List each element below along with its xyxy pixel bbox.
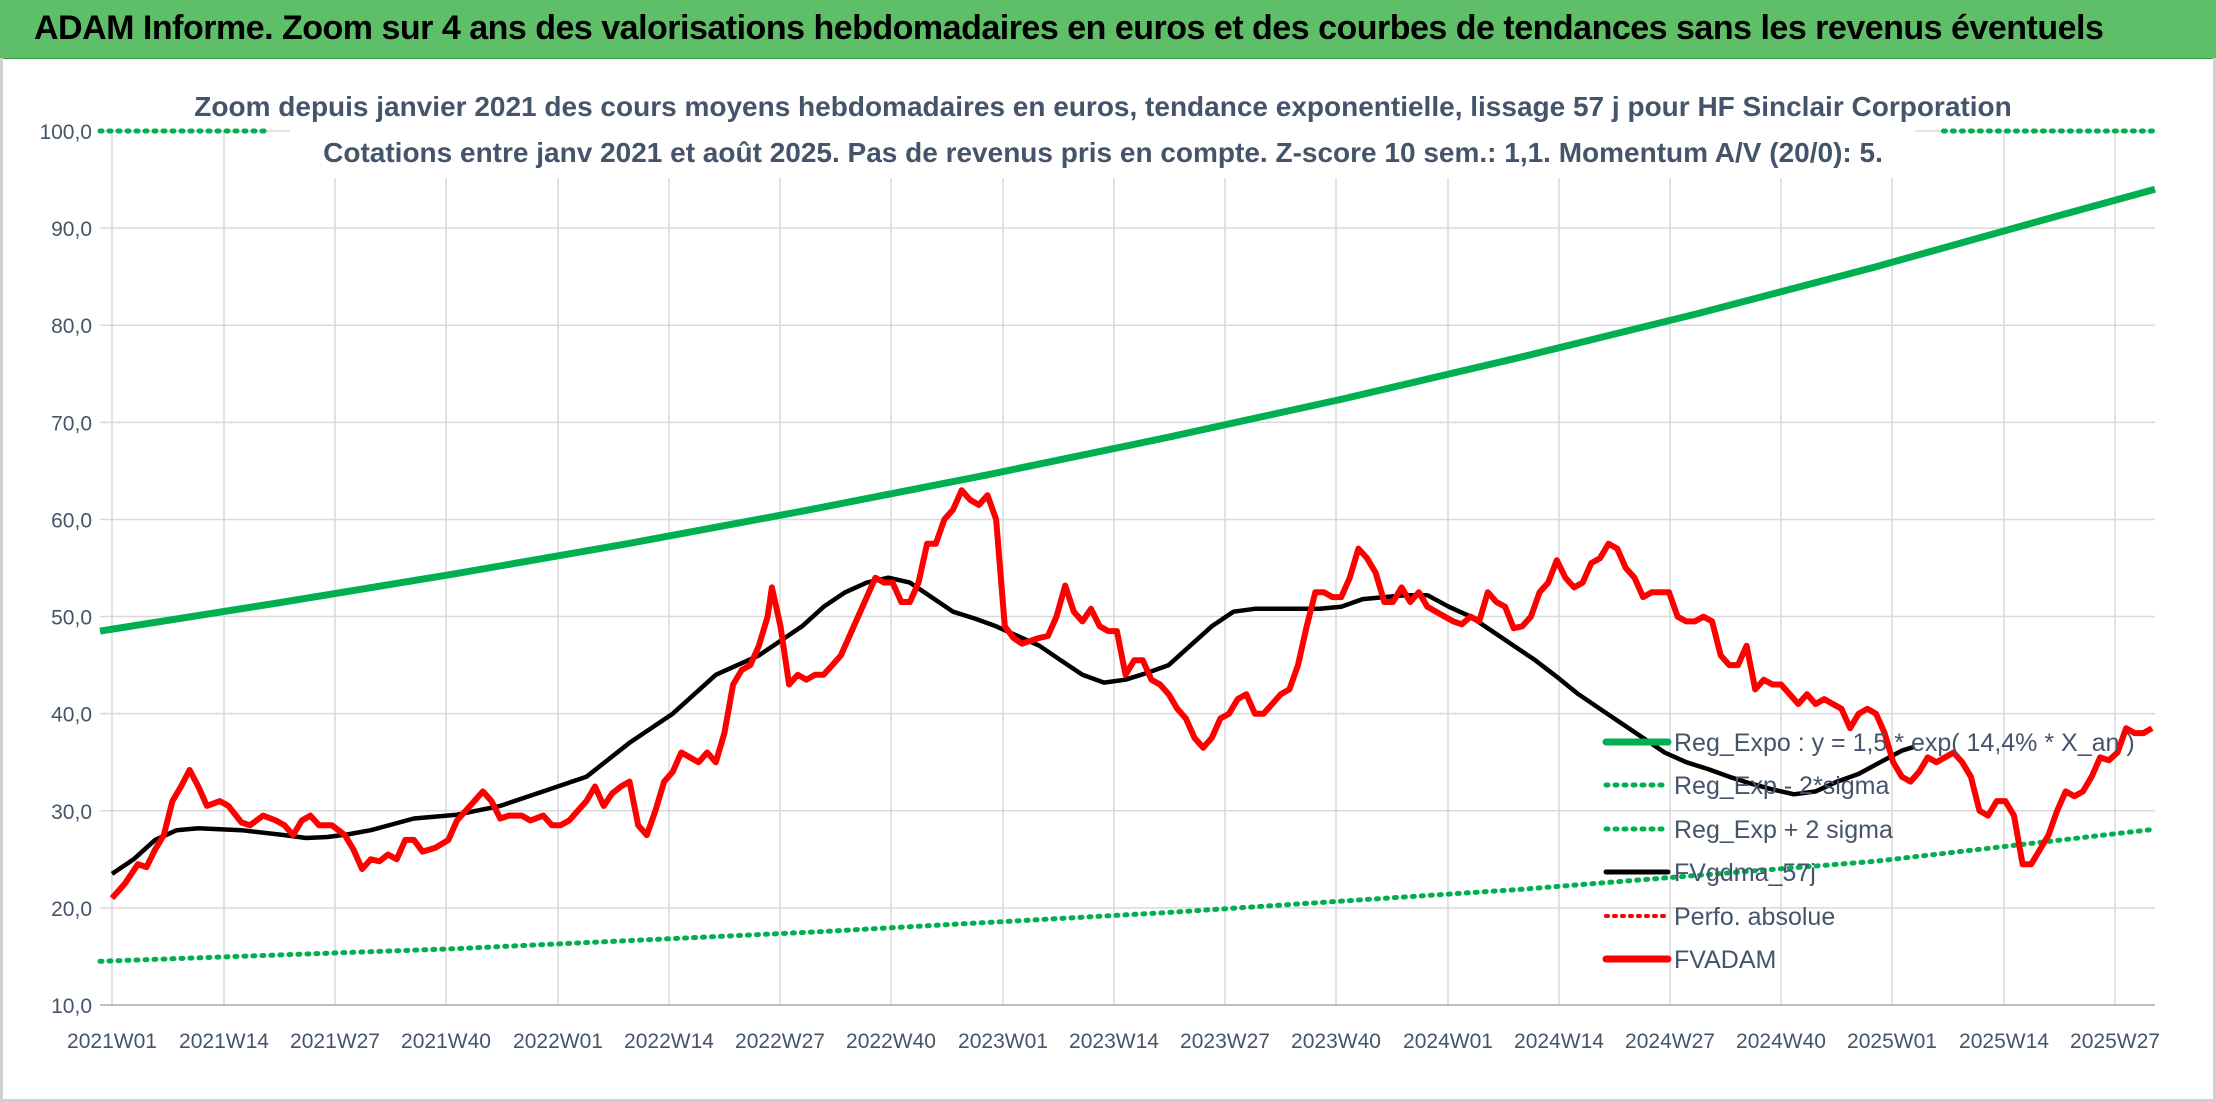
series-fvgdma-57j bbox=[110, 575, 1916, 876]
legend-entry: Reg_Expo : y = 1,5 * exp( 14,4% * X_an ) bbox=[1674, 729, 2135, 757]
report-header: ADAM Informe. Zoom sur 4 ans des valoris… bbox=[0, 0, 2216, 59]
x-tick-label: 2021W40 bbox=[401, 1030, 491, 1053]
legend-entry: Reg_Exp - 2*sigma bbox=[1674, 772, 1889, 800]
report-title: ADAM Informe. Zoom sur 4 ans des valoris… bbox=[34, 9, 2104, 47]
y-tick-label: 10,0 bbox=[51, 995, 92, 1018]
legend-entry: FVADAM bbox=[1674, 946, 1776, 974]
series-fvadam bbox=[109, 487, 2154, 901]
x-tick-label: 2022W40 bbox=[846, 1030, 936, 1053]
x-tick-label: 2021W27 bbox=[290, 1030, 380, 1053]
y-tick-label: 100,0 bbox=[39, 121, 92, 144]
chart-area bbox=[0, 58, 2216, 1102]
y-tick-label: 20,0 bbox=[51, 898, 92, 921]
x-tick-label: 2022W27 bbox=[735, 1030, 825, 1053]
x-tick-label: 2022W01 bbox=[513, 1030, 603, 1053]
x-tick-label: 2025W14 bbox=[1959, 1030, 2049, 1053]
series-reg-exp-minus-2sigma bbox=[97, 826, 2158, 964]
x-tick-label: 2023W14 bbox=[1069, 1030, 1159, 1053]
chart-title-line-2: Cotations entre janv 2021 et août 2025. … bbox=[323, 137, 1883, 168]
x-tick-label: 2023W27 bbox=[1180, 1030, 1270, 1053]
legend-entry: Reg_Exp + 2 sigma bbox=[1674, 816, 1893, 844]
x-tick-label: 2021W14 bbox=[179, 1030, 269, 1053]
x-tick-label: 2023W01 bbox=[958, 1030, 1048, 1053]
chart-title-line-1: Zoom depuis janvier 2021 des cours moyen… bbox=[194, 91, 2011, 122]
legend-entry: FVgdma_57j bbox=[1674, 859, 1816, 887]
x-tick-label: 2024W01 bbox=[1403, 1030, 1493, 1053]
x-tick-label: 2022W14 bbox=[624, 1030, 714, 1053]
y-tick-label: 70,0 bbox=[51, 412, 92, 435]
x-tick-label: 2025W27 bbox=[2070, 1030, 2160, 1053]
chart-title-background bbox=[290, 82, 1915, 178]
y-tick-label: 80,0 bbox=[51, 315, 92, 338]
y-tick-label: 40,0 bbox=[51, 704, 92, 727]
x-tick-label: 2025W01 bbox=[1847, 1030, 1937, 1053]
y-tick-label: 50,0 bbox=[51, 607, 92, 630]
x-tick-label: 2024W27 bbox=[1625, 1030, 1715, 1053]
x-tick-label: 2021W01 bbox=[67, 1030, 157, 1053]
x-tick-label: 2023W40 bbox=[1291, 1030, 1381, 1053]
y-tick-label: 60,0 bbox=[51, 509, 92, 532]
y-tick-label: 30,0 bbox=[51, 801, 92, 824]
y-tick-label: 90,0 bbox=[51, 218, 92, 241]
legend-entry: Perfo. absolue bbox=[1674, 903, 1835, 931]
series-reg-expo bbox=[99, 185, 2156, 635]
x-tick-label: 2024W14 bbox=[1514, 1030, 1604, 1053]
x-tick-label: 2024W40 bbox=[1736, 1030, 1826, 1053]
